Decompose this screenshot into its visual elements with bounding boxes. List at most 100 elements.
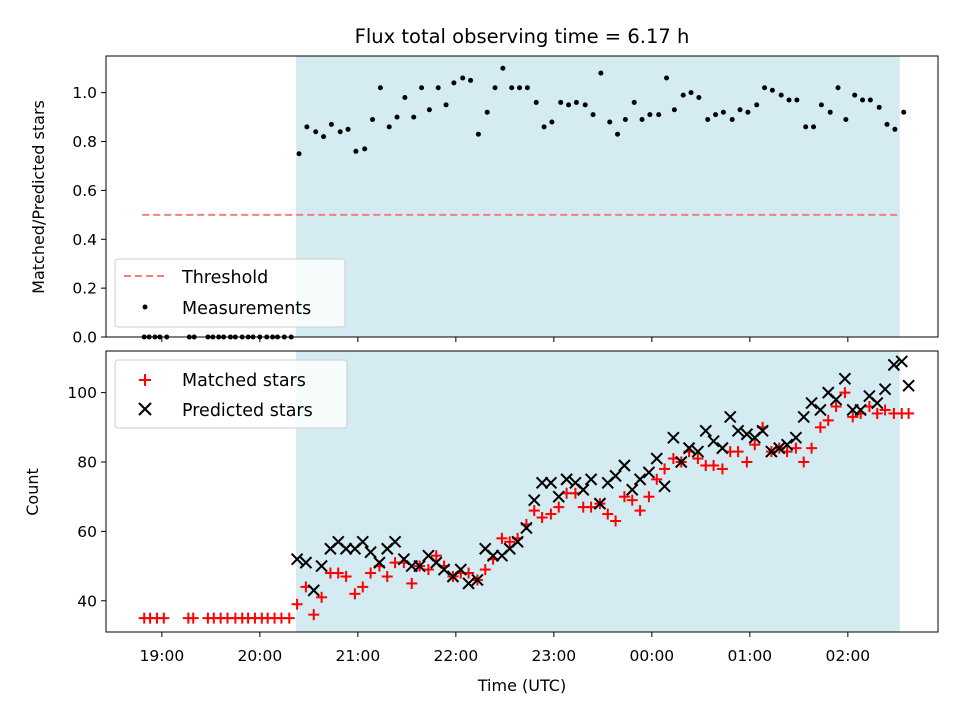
predicted-star-point bbox=[667, 431, 680, 444]
measurement-point bbox=[737, 107, 743, 113]
top-y-axis-label: Matched/Predicted stars bbox=[29, 100, 48, 294]
matched-star-point bbox=[496, 532, 508, 544]
measurement-point bbox=[827, 109, 833, 115]
predicted-star-point bbox=[584, 473, 598, 486]
y-tick-label: 1.0 bbox=[72, 84, 97, 102]
measurement-point bbox=[705, 117, 711, 123]
predicted-star-point bbox=[731, 424, 745, 437]
predicted-star-point bbox=[902, 379, 915, 392]
predicted-star-point bbox=[650, 452, 663, 465]
predicted-star-point bbox=[593, 497, 607, 510]
matched-star-point bbox=[871, 407, 883, 419]
matched-star-point bbox=[430, 550, 442, 562]
measurement-point bbox=[566, 102, 572, 108]
x-tick-label: 00:00 bbox=[630, 647, 675, 665]
matched-star-point bbox=[806, 442, 818, 454]
measurement-point bbox=[852, 92, 858, 98]
measurement-point bbox=[558, 99, 564, 105]
predicted-star-point bbox=[829, 393, 843, 406]
measurement-point bbox=[786, 97, 792, 103]
measurement-point bbox=[696, 95, 702, 101]
predicted-star-point bbox=[805, 396, 818, 410]
measurement-point bbox=[639, 117, 645, 123]
predicted-star-point bbox=[486, 549, 500, 562]
predicted-star-point bbox=[675, 455, 688, 469]
chart-title: Flux total observing time = 6.17 h bbox=[355, 25, 690, 48]
x-tick-label: 19:00 bbox=[140, 647, 185, 665]
predicted-star-point bbox=[797, 410, 810, 424]
top-plot-frame bbox=[105, 55, 939, 338]
top-legend: Threshold Measurements bbox=[114, 258, 346, 328]
measurement-point bbox=[386, 124, 392, 130]
measurement-point bbox=[818, 102, 824, 108]
predicted-star-point bbox=[413, 559, 426, 573]
matched-star-point bbox=[651, 473, 663, 485]
y-tick-label: 80 bbox=[77, 454, 97, 472]
measurement-point bbox=[337, 129, 343, 135]
predicted-star-point bbox=[462, 577, 475, 590]
measurement-point bbox=[296, 151, 302, 157]
predicted-star-point bbox=[299, 556, 313, 569]
measurement-point bbox=[517, 85, 523, 91]
measurement-point bbox=[426, 107, 432, 113]
matched-star-point bbox=[308, 609, 320, 621]
legend-measurements-swatch bbox=[142, 304, 148, 310]
measurement-point bbox=[647, 112, 653, 118]
predicted-star-point bbox=[895, 355, 908, 368]
shaded-region bbox=[296, 56, 900, 337]
measurement-point bbox=[664, 75, 670, 81]
measurement-point bbox=[901, 109, 907, 115]
matched-star-point bbox=[381, 570, 393, 582]
top-y-ticks: 0.0 0.2 0.4 0.6 0.8 1.0 bbox=[72, 84, 106, 347]
matched-star-point bbox=[158, 612, 170, 624]
measurement-point bbox=[321, 134, 327, 140]
matched-star-point bbox=[692, 453, 704, 465]
matched-star-point bbox=[602, 508, 614, 520]
predicted-star-point bbox=[339, 542, 353, 555]
x-tick-label: 21:00 bbox=[336, 647, 381, 665]
matched-star-point bbox=[187, 612, 199, 624]
matched-star-point bbox=[545, 508, 557, 520]
matched-star-point bbox=[618, 491, 630, 503]
measurement-point bbox=[582, 102, 588, 108]
predicted-star-point bbox=[789, 431, 803, 444]
y-tick-label: 0.6 bbox=[72, 182, 97, 200]
measurement-point bbox=[835, 85, 841, 91]
measurement-point bbox=[573, 99, 579, 105]
predicted-star-point bbox=[609, 469, 622, 483]
predicted-star-point bbox=[528, 493, 541, 507]
predicted-star-point bbox=[471, 573, 484, 587]
matched-star-point bbox=[814, 421, 826, 433]
y-tick-label: 0.4 bbox=[72, 231, 97, 249]
bottom-y-ticks: 40 60 80 100 bbox=[67, 384, 106, 610]
predicted-star-point bbox=[626, 483, 639, 496]
bottom-y-axis-label: Count bbox=[23, 468, 42, 516]
matched-star-point bbox=[422, 564, 434, 576]
predicted-star-point bbox=[633, 473, 647, 486]
x-tick-label: 22:00 bbox=[434, 647, 479, 665]
top-panel: 0.0 0.2 0.4 0.6 0.8 1.0 Flux total observing … bbox=[29, 25, 939, 347]
predicted-star-point bbox=[364, 546, 377, 559]
measurement-point bbox=[631, 99, 637, 105]
predicted-star-point bbox=[560, 473, 573, 486]
measurement-point bbox=[607, 119, 613, 125]
bottom-legend: Matched stars Predicted stars bbox=[114, 359, 348, 429]
matched-star-point bbox=[879, 404, 891, 416]
bottom-observing-window bbox=[296, 351, 900, 632]
predicted-star-point bbox=[691, 445, 705, 458]
predicted-star-point bbox=[356, 535, 369, 549]
matched-star-point bbox=[291, 598, 303, 610]
y-tick-label: 40 bbox=[77, 592, 97, 610]
predicted-star-point bbox=[642, 466, 656, 479]
measurement-point bbox=[362, 146, 368, 152]
matched-star-point bbox=[357, 581, 369, 593]
measurement-point bbox=[484, 109, 490, 115]
matched-star-point bbox=[610, 515, 622, 527]
measurement-point bbox=[370, 117, 376, 123]
measurement-point bbox=[680, 92, 686, 98]
predicted-star-point bbox=[740, 428, 754, 441]
x-axis-label: Time (UTC) bbox=[477, 676, 566, 695]
measurement-point bbox=[688, 90, 694, 96]
measurement-point bbox=[867, 97, 873, 103]
predicted-star-point bbox=[658, 480, 671, 493]
